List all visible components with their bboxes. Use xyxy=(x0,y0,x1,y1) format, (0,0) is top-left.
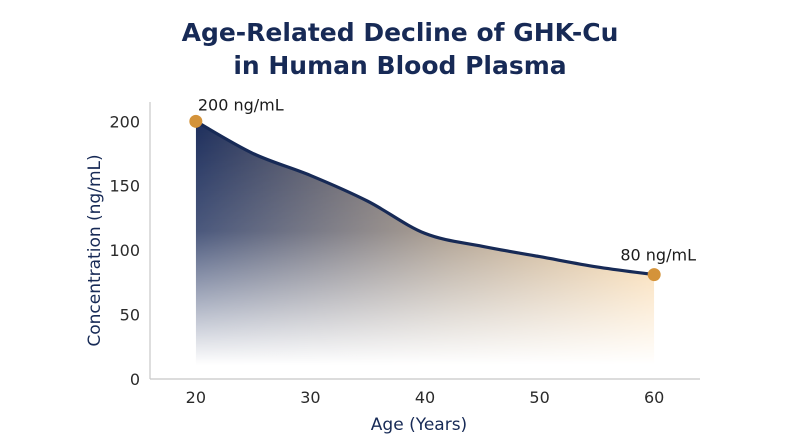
series-line-path xyxy=(194,119,656,277)
y-tick-label: 0 xyxy=(130,370,140,389)
x-tick-label: 50 xyxy=(529,388,549,407)
title-line-1: Age-Related Decline of GHK-Cu xyxy=(181,18,619,47)
x-tick-label: 40 xyxy=(415,388,435,407)
axes xyxy=(149,102,700,380)
y-tick-label: 200 xyxy=(109,112,140,131)
data-point-marker xyxy=(189,114,203,128)
y-tick-label: 100 xyxy=(109,241,140,260)
area-fill-path xyxy=(195,121,655,365)
axis-labels: Age (Years) Concentration (ng/mL) xyxy=(85,154,467,435)
y-tick-label: 50 xyxy=(120,306,140,325)
x-axis-label: Age (Years) xyxy=(371,415,467,435)
data-label: 200 ng/mL xyxy=(198,95,284,114)
x-tick-label: 20 xyxy=(186,388,206,407)
series-line xyxy=(194,119,656,277)
y-tick-label: 150 xyxy=(109,177,140,196)
chart-title: Age-Related Decline of GHK-Cu in Human B… xyxy=(0,16,800,82)
data-point-marker xyxy=(647,268,661,282)
x-tick-label: 30 xyxy=(300,388,320,407)
tick-labels: 20 30 40 50 60 0 50 100 150 200 xyxy=(109,112,664,407)
y-axis-label: Concentration (ng/mL) xyxy=(85,154,105,346)
title-line-2: in Human Blood Plasma xyxy=(233,51,567,80)
data-label: 80 ng/mL xyxy=(620,246,696,265)
area-fill xyxy=(195,121,655,365)
data-markers: 200 ng/mL 80 ng/mL xyxy=(189,95,696,282)
x-tick-label: 60 xyxy=(644,388,664,407)
